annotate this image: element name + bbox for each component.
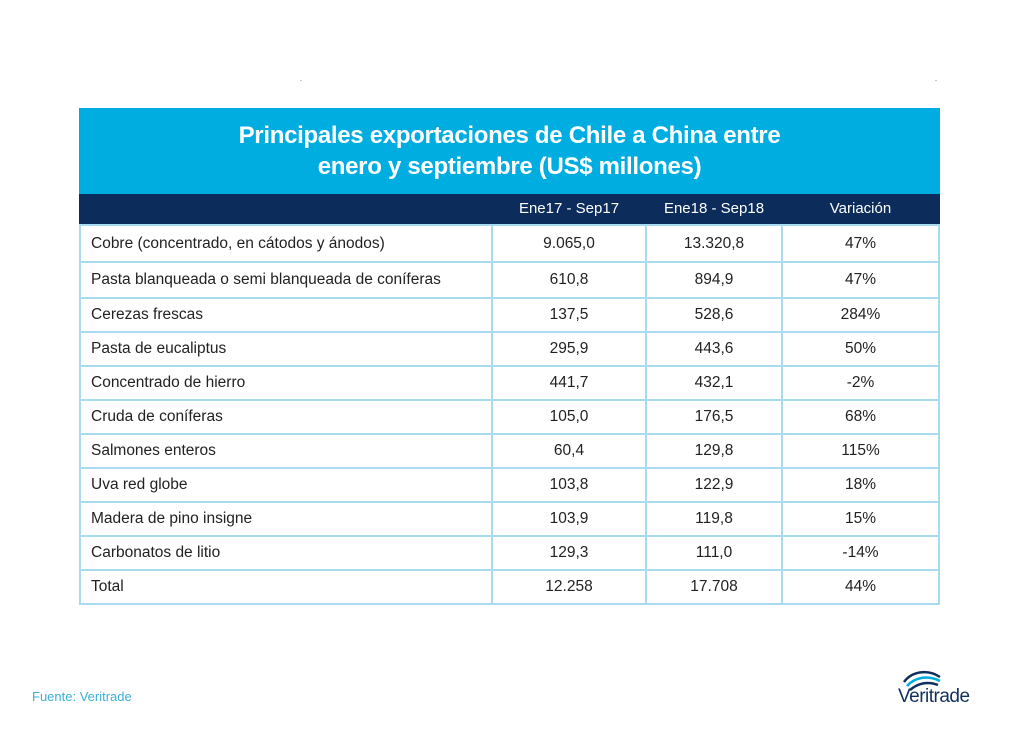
cell-value-2018: 111,0 [647,537,781,569]
table-row: Concentrado de hierro 441,7 432,1 -2% [79,367,940,399]
cell-value-2018: 119,8 [647,503,781,535]
cell-variation: -14% [783,537,938,569]
cell-variation: 47% [783,226,938,261]
table-row: Salmones enteros 60,4 129,8 115% [79,435,940,467]
table-row: Cerezas frescas 137,5 528,6 284% [79,299,940,331]
cell-product-name: Uva red globe [81,469,491,501]
column-header-period-2018: Ene18 - Sep18 [663,200,765,217]
table-row: Uva red globe 103,8 122,9 18% [79,469,940,501]
table-row: Cobre (concentrado, en cátodos y ánodos)… [79,226,940,261]
cell-value-2018: 894,9 [647,263,781,297]
cell-product-name: Cerezas frescas [81,299,491,331]
cell-value-2018: 122,9 [647,469,781,501]
cell-value-2017: 137,5 [493,299,645,331]
cell-variation: 115% [783,435,938,467]
cell-value-2017: 103,8 [493,469,645,501]
table-row: Madera de pino insigne 103,9 119,8 15% [79,503,940,535]
cell-variation: 50% [783,333,938,365]
table-row: Pasta de eucaliptus 295,9 443,6 50% [79,333,940,365]
cell-variation: 44% [783,571,938,603]
cell-value-2017: 9.065,0 [493,226,645,261]
column-header-variation: Variación [829,200,892,217]
cell-variation: 284% [783,299,938,331]
table-row: Carbonatos de litio 129,3 111,0 -14% [79,537,940,569]
logo-wordmark: Veritrade [898,686,970,707]
table-row: Cruda de coníferas 105,0 176,5 68% [79,401,940,433]
corner-mark-right [935,80,937,81]
cell-variation: 47% [783,263,938,297]
column-header-period-2017: Ene17 - Sep17 [518,200,620,217]
table-row: Pasta blanqueada o semi blanqueada de co… [79,263,940,297]
cell-value-2017: 12.258 [493,571,645,603]
cell-value-2018: 129,8 [647,435,781,467]
cell-value-2018: 528,6 [647,299,781,331]
cell-product-name: Pasta de eucaliptus [81,333,491,365]
cell-variation: 15% [783,503,938,535]
cell-value-2017: 105,0 [493,401,645,433]
cell-product-name: Cruda de coníferas [81,401,491,433]
cell-variation: -2% [783,367,938,399]
cell-variation: 68% [783,401,938,433]
cell-value-2017: 295,9 [493,333,645,365]
cell-value-2018: 443,6 [647,333,781,365]
cell-value-2018: 17.708 [647,571,781,603]
cell-value-2017: 129,3 [493,537,645,569]
cell-variation: 18% [783,469,938,501]
veritrade-logo: Veritrade [898,668,986,718]
cell-value-2017: 60,4 [493,435,645,467]
cell-product-name: Concentrado de hierro [81,367,491,399]
cell-value-2017: 103,9 [493,503,645,535]
table-title-line-1: Principales exportaciones de Chile a Chi… [238,122,781,149]
cell-value-2017: 441,7 [493,367,645,399]
source-note: Fuente: Veritrade [32,689,132,704]
table-header-row: Ene17 - Sep17 Ene18 - Sep18 Variación [79,194,940,224]
total-row: Total 12.258 17.708 44% [79,571,940,603]
table-body: Cobre (concentrado, en cátodos y ánodos)… [79,224,940,605]
cell-product-name: Madera de pino insigne [81,503,491,535]
cell-product-name: Carbonatos de litio [81,537,491,569]
table-title: Principales exportaciones de Chile a Chi… [79,108,940,194]
cell-value-2017: 610,8 [493,263,645,297]
table-title-line-2: enero y septiembre (US$ millones) [317,153,702,180]
cell-product-name: Salmones enteros [81,435,491,467]
cell-product-name: Pasta blanqueada o semi blanqueada de co… [81,263,491,297]
cell-value-2018: 176,5 [647,401,781,433]
cell-value-2018: 13.320,8 [647,226,781,261]
corner-mark-left [300,80,302,81]
cell-value-2018: 432,1 [647,367,781,399]
cell-product-name: Cobre (concentrado, en cátodos y ánodos) [81,226,491,261]
cell-product-name: Total [81,571,491,603]
veritrade-logo-icon [902,670,941,691]
